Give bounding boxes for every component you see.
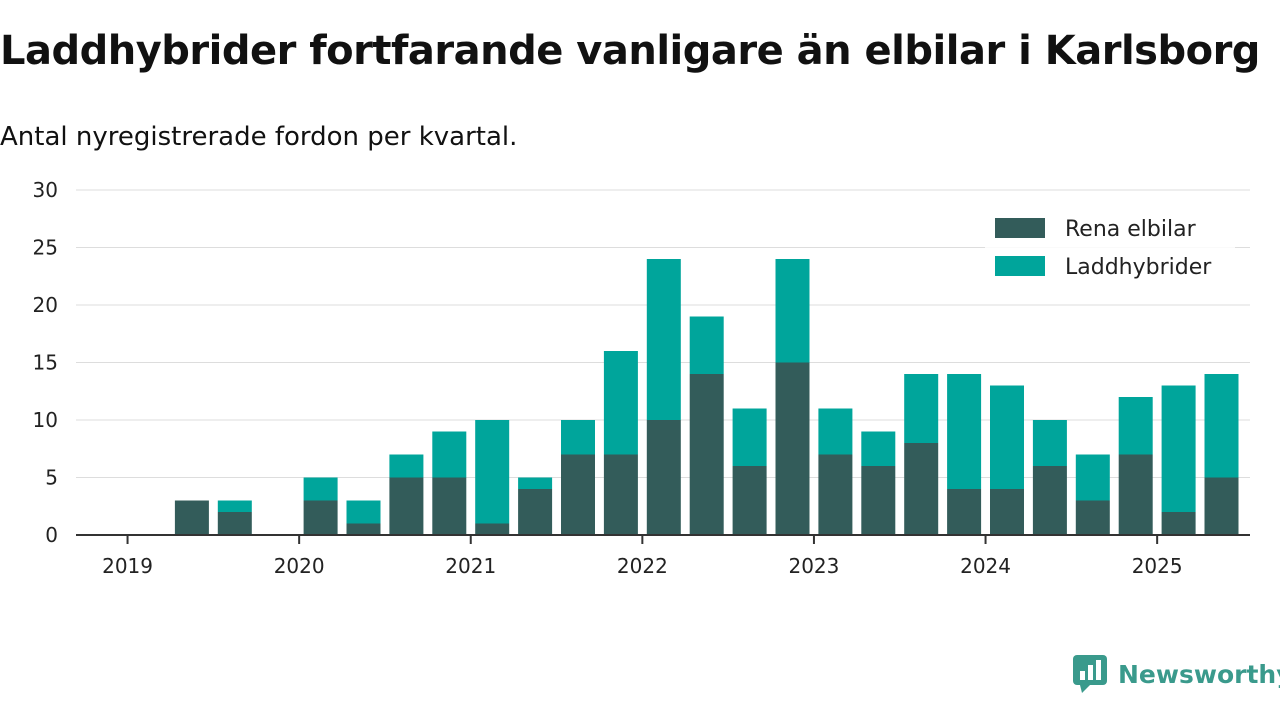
y-tick-label: 25 [33,236,58,260]
bar-elbilar [904,443,939,535]
bar-elbilar [475,523,510,535]
x-tick-label: 2020 [274,554,325,578]
bar-laddhybrider [947,374,982,489]
y-tick-label: 10 [33,408,58,432]
bar-laddhybrider [1032,420,1067,466]
bar-laddhybrider [1118,397,1153,455]
bar-laddhybrider [646,259,681,420]
bars [174,259,1239,535]
x-tick-label: 2022 [617,554,668,578]
bar-laddhybrider [818,408,853,455]
bar-elbilar [389,477,424,535]
x-tick-label: 2021 [445,554,496,578]
bar-laddhybrider [689,316,724,374]
bar-elbilar [1032,466,1067,535]
bar-elbilar [689,374,724,535]
bar-laddhybrider [1161,385,1196,512]
bar-elbilar [561,454,595,535]
bar-laddhybrider [432,431,467,478]
bar-laddhybrider [217,500,252,512]
y-tick-label: 0 [45,523,58,547]
x-tick-label: 2025 [1132,554,1183,578]
legend-swatch [995,256,1045,276]
bar-elbilar [1075,500,1110,535]
newsworthy-logo-icon [1073,655,1107,693]
legend-label: Laddhybrider [1065,255,1212,280]
bar-laddhybrider [732,408,767,466]
bar-laddhybrider [1075,454,1110,501]
bar-elbilar [1204,477,1239,535]
bar-laddhybrider [990,385,1024,489]
x-tick-label: 2024 [960,554,1011,578]
y-tick-label: 20 [33,293,58,317]
bar-laddhybrider [775,259,810,363]
chart-subtitle: Antal nyregistrerade fordon per kvartal. [0,122,518,152]
bar-laddhybrider [904,374,939,443]
bar-elbilar [303,500,338,535]
bar-laddhybrider [1204,374,1239,478]
bar-elbilar [217,512,252,535]
y-tick-label: 15 [33,351,58,375]
x-tick-label: 2019 [102,554,153,578]
bar-elbilar [732,466,767,535]
bar-elbilar [646,420,681,535]
brand-logo: Newsworthy [1072,654,1280,694]
bar-elbilar [432,477,467,535]
bar-laddhybrider [346,500,381,524]
brand-name: Newsworthy [1118,659,1280,689]
bar-elbilar [174,500,209,535]
y-tick-label: 30 [33,178,58,202]
bar-laddhybrider [603,351,638,455]
bar-elbilar [518,489,553,535]
x-tick-label: 2023 [788,554,839,578]
bar-elbilar [346,523,381,535]
bar-elbilar [1161,512,1196,535]
bar-elbilar [861,466,896,535]
legend-label: Rena elbilar [1065,217,1197,242]
legend: Rena elbilar Laddhybrider [985,208,1235,294]
bar-laddhybrider [518,477,553,489]
bar-laddhybrider [475,420,510,524]
y-tick-label: 5 [45,466,58,490]
bar-elbilar [947,489,982,535]
chart-title: Laddhybrider fortfarande vanligare än el… [0,28,1260,74]
bar-laddhybrider [303,477,338,501]
bar-elbilar [1118,454,1153,535]
legend-swatch [995,218,1045,238]
bar-elbilar [818,454,853,535]
bar-elbilar [775,362,810,535]
bar-elbilar [990,489,1024,535]
bar-laddhybrider [861,431,896,466]
bar-laddhybrider [561,420,595,455]
bar-laddhybrider [389,454,424,478]
bar-elbilar [603,454,638,535]
